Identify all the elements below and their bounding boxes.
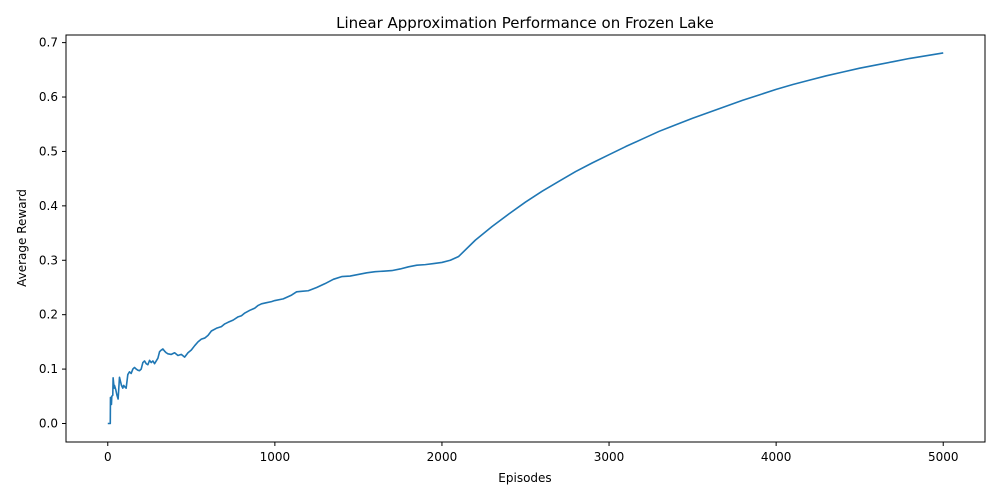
y-axis: 0.0 0.1 0.2 0.3 0.4 0.5 0.6 0.7 (39, 36, 66, 431)
y-tick-label: 0.7 (39, 36, 58, 50)
x-tick-label: 2000 (427, 450, 458, 464)
y-tick-label: 0.3 (39, 253, 58, 267)
x-tick-label: 0 (104, 450, 112, 464)
plot-frame (65, 34, 986, 443)
x-tick-label: 5000 (928, 450, 959, 464)
x-tick-label: 1000 (260, 450, 291, 464)
y-axis-label: Average Reward (15, 189, 29, 287)
y-tick-label: 0.5 (39, 144, 58, 158)
x-axis: 0 1000 2000 3000 4000 5000 (104, 442, 959, 464)
x-tick-label: 4000 (761, 450, 792, 464)
series-line-0 (107, 52, 944, 425)
plot-area (107, 52, 944, 425)
chart-title: Linear Approximation Performance on Froz… (336, 14, 714, 32)
y-tick-label: 0.4 (39, 199, 58, 213)
y-tick-label: 0.0 (39, 417, 58, 431)
y-tick-label: 0.1 (39, 362, 58, 376)
y-tick-label: 0.2 (39, 308, 58, 322)
y-tick-label: 0.6 (39, 90, 58, 104)
x-axis-label: Episodes (498, 471, 551, 485)
x-tick-label: 3000 (594, 450, 625, 464)
